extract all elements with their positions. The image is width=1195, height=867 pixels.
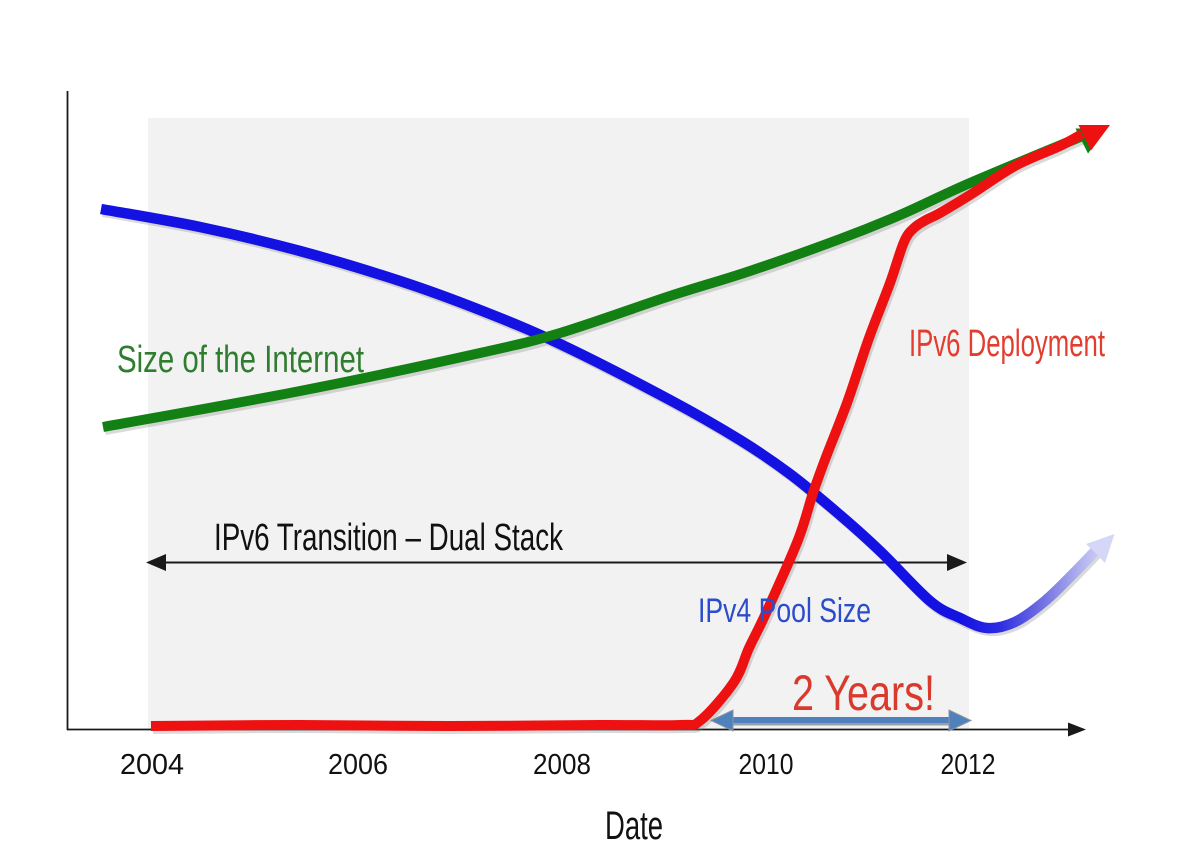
svg-text:2004: 2004	[120, 749, 184, 781]
svg-text:2012: 2012	[941, 749, 996, 781]
svg-text:2010: 2010	[739, 749, 794, 781]
svg-text:2 Years!: 2 Years!	[792, 665, 935, 721]
svg-text:IPv6 Deployment: IPv6 Deployment	[909, 323, 1105, 365]
svg-text:IPv6 Transition – Dual Stack: IPv6 Transition – Dual Stack	[214, 517, 564, 559]
svg-text:Size of the Internet: Size of the Internet	[117, 339, 364, 381]
svg-text:Date: Date	[605, 804, 663, 848]
svg-text:2006: 2006	[328, 749, 388, 781]
svg-text:IPv4 Pool Size: IPv4 Pool Size	[698, 592, 871, 630]
svg-text:2008: 2008	[533, 749, 591, 781]
